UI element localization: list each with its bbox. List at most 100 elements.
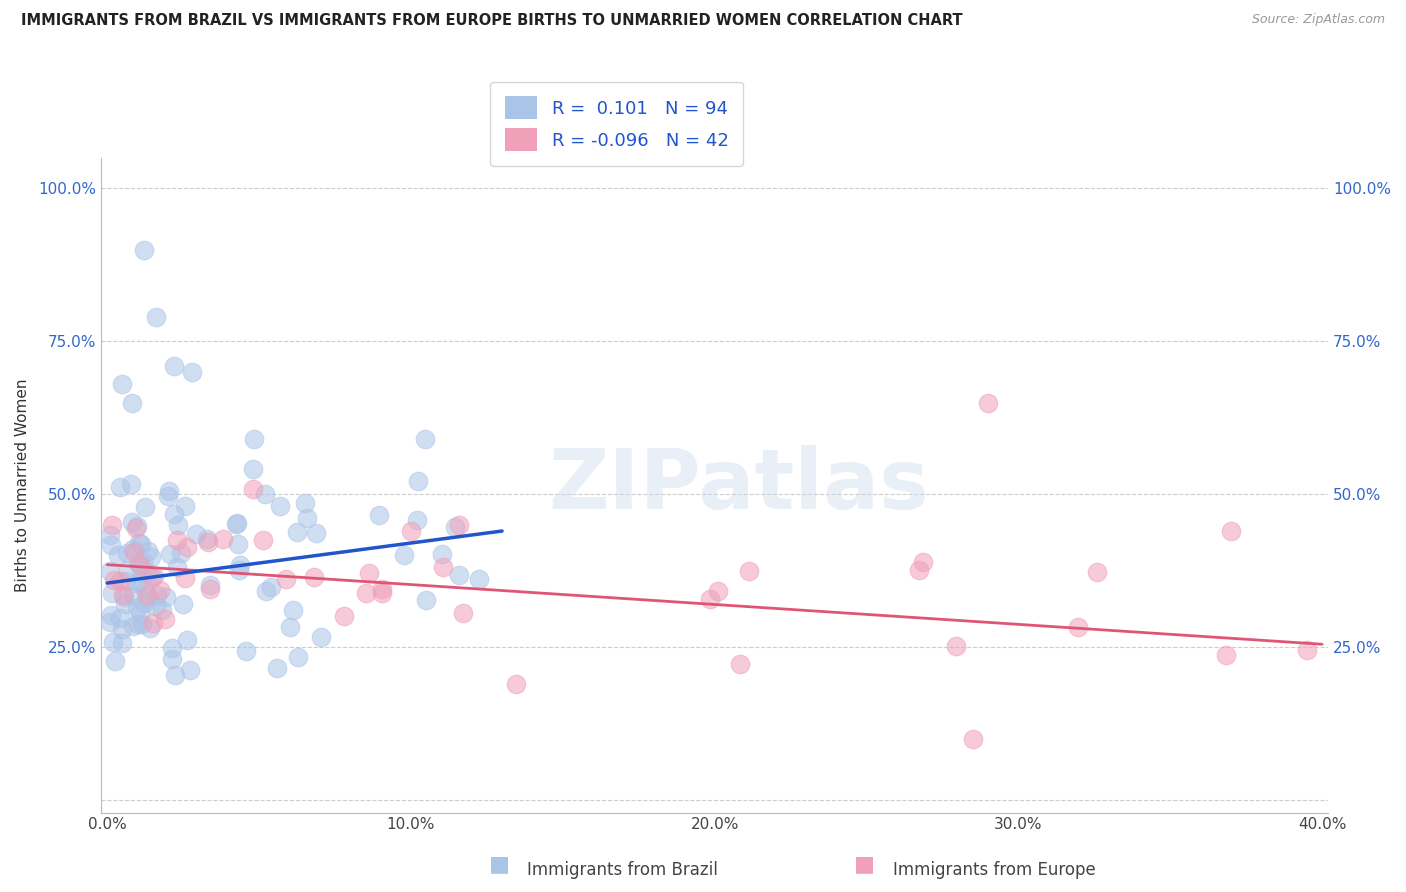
Point [242,462,264,476]
Point [304,570,326,584]
Point [135,588,157,602]
Point [136,544,159,558]
Point [163,668,186,682]
Point [281,603,304,617]
Point [444,519,467,533]
Point [200,582,222,596]
Point [101,518,124,533]
Point [111,377,134,392]
Point [413,432,436,446]
Point [121,619,143,633]
Point [962,732,984,747]
Point [1215,648,1237,662]
Point [254,487,277,501]
Point [149,582,172,597]
Point [127,617,149,632]
Point [186,527,208,541]
Point [125,576,148,591]
Point [132,243,155,257]
Point [1087,565,1109,579]
Point [108,480,131,494]
Point [174,500,197,514]
Text: Source: ZipAtlas.com: Source: ZipAtlas.com [1251,13,1385,27]
Point [392,548,415,562]
Point [111,588,134,602]
Point [295,511,318,525]
Point [134,596,156,610]
Point [125,600,148,615]
Point [451,607,474,621]
Point [173,571,195,585]
Point [124,521,146,535]
Point [107,548,129,562]
Point [108,574,131,588]
Point [122,545,145,559]
Point [115,574,138,589]
Text: Immigrants from Brazil: Immigrants from Brazil [527,861,718,879]
Point [127,557,149,571]
Point [228,563,250,577]
Point [242,432,264,446]
Point [131,616,153,631]
Point [141,616,163,631]
Point [120,476,142,491]
Point [121,515,143,529]
Point [136,591,159,605]
Text: ■: ■ [489,854,509,873]
Point [127,519,149,533]
Point [266,661,288,675]
Point [294,496,316,510]
Point [155,590,177,604]
Point [977,395,1000,409]
Point [111,636,134,650]
Point [136,566,159,580]
Point [145,310,167,324]
Point [159,483,181,498]
Point [160,652,183,666]
Point [122,542,145,557]
Point [163,359,186,373]
Point [150,603,173,617]
Point [447,518,470,533]
Point [131,563,153,577]
Point [156,490,179,504]
Point [1220,524,1243,538]
Point [163,507,186,521]
Point [738,564,761,578]
Point [468,572,491,586]
Text: IMMIGRANTS FROM BRAZIL VS IMMIGRANTS FROM EUROPE BIRTHS TO UNMARRIED WOMEN CORRE: IMMIGRANTS FROM BRAZIL VS IMMIGRANTS FRO… [21,13,963,29]
Point [399,524,422,538]
Point [142,568,165,582]
Point [100,586,122,600]
Point [139,549,162,564]
Point [134,500,156,514]
Point [907,563,929,577]
Point [260,581,283,595]
Point [121,589,143,603]
Text: ZIPatlas: ZIPatlas [548,444,929,525]
Point [235,643,257,657]
Point [129,574,152,589]
Point [370,586,392,600]
Point [242,482,264,496]
Point [117,546,139,560]
Point [359,566,381,580]
Point [162,641,184,656]
Point [117,563,139,577]
Point [129,558,152,572]
Point [134,582,156,596]
Point [98,615,121,629]
Point [98,528,121,542]
Point [405,513,427,527]
Point [309,631,332,645]
Point [141,570,163,584]
Point [707,583,730,598]
Point [254,583,277,598]
Point [129,607,152,622]
Point [100,538,122,552]
Point [211,532,233,546]
Point [110,622,132,636]
Point [132,555,155,569]
Point [432,560,454,574]
Point [280,620,302,634]
